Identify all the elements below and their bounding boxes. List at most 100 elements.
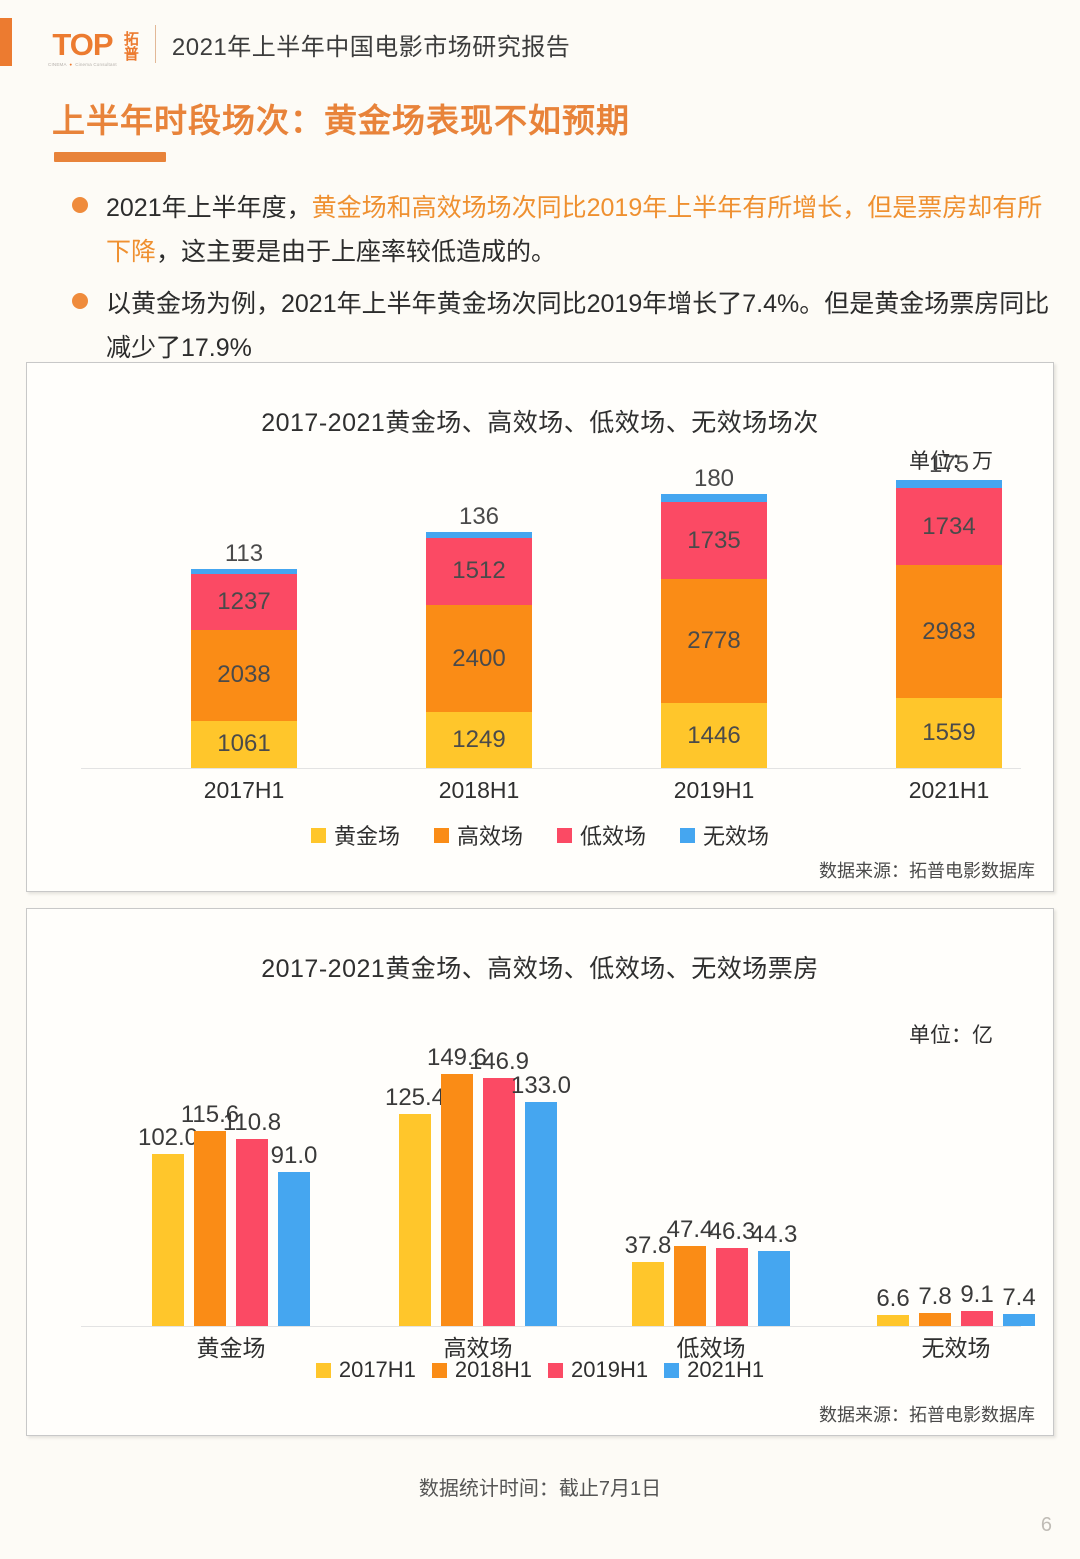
bar-group: 125.4 149.6 146.9 133.0 — [385, 1026, 571, 1326]
page-header: TOP CINEMA ● Cinema Consultant 拓 普 2021年… — [48, 18, 570, 70]
stack-segment: 2400 — [426, 605, 532, 713]
stack-segment-value: 1559 — [922, 719, 976, 747]
bar-group: 37.8 47.4 46.3 44.3 — [625, 1026, 797, 1326]
bullet-item: 以黄金场为例，2021年上半年黄金场次同比2019年增长了7.4%。但是黄金场票… — [72, 282, 1052, 370]
legend-item[interactable]: 高效场 — [433, 819, 523, 851]
legend-item[interactable]: 2017H1 — [315, 1357, 416, 1383]
bar: 125.4 — [385, 1084, 445, 1326]
legend-swatch — [557, 827, 572, 843]
bar: 7.8 — [918, 1283, 952, 1326]
stack-segment: 1446 — [661, 703, 767, 768]
stack-segment-value: 2778 — [687, 627, 741, 655]
stack-segment: 1061 — [191, 720, 297, 768]
logo-wordmark: TOP — [52, 27, 113, 62]
stack-segment-value: 1446 — [687, 721, 741, 749]
bullet-text-part: 以黄金场为例，2021年上半年黄金场次同比2019年增长了7.4%。但是黄金场票… — [106, 290, 1050, 362]
bullet-dot-icon — [72, 197, 88, 213]
legend-item[interactable]: 2021H1 — [664, 1357, 764, 1383]
bullet-item: 2021年上半年度，黄金场和高效场场次同比2019年上半年有所增长，但是票房却有… — [72, 186, 1052, 274]
legend-item[interactable]: 无效场 — [680, 819, 769, 851]
chart1-legend: 黄金场 高效场 低效场 无效场 — [27, 819, 1053, 851]
bar-value-label: 7.4 — [1002, 1283, 1036, 1311]
stack-segment: 136 — [426, 503, 532, 538]
bullet-text-part: 黄金场和高效场场次同比2019年上半年有所增长，但是票房却有所下降 — [106, 194, 1043, 266]
section-heading: 上半年时段场次：黄金场表现不如预期 — [52, 102, 630, 139]
legend-swatch — [680, 827, 696, 843]
legend-item[interactable]: 低效场 — [557, 819, 646, 851]
legend-label: 2021H1 — [687, 1357, 765, 1382]
chart1-x-axis-labels: 2017H1 2018H1 2019H1 2021H1 — [81, 777, 1021, 807]
chart1-source: 数据来源：拓普电影数据库 — [819, 861, 1035, 881]
chart2-unit-label: 单位：亿 — [909, 1024, 993, 1047]
stack-segment-value: 175 — [928, 451, 970, 479]
bar: 9.1 — [960, 1281, 994, 1326]
bar-value-label: 133.0 — [510, 1071, 572, 1099]
bullet-text-part: ，这主要是由于上座率较低造成的。 — [156, 238, 557, 266]
stack-segment-value: 113 — [224, 540, 264, 568]
chart1-plot-area: 1061 2038 1237 113 1249 2400 1512 136 1446 2778 17… — [81, 451, 1021, 769]
logo-tagline: CINEMA ● Cinema Consultant — [48, 62, 117, 67]
bullet-text-part: 2021年上半年度， — [106, 194, 312, 222]
stack-segment-value: 1237 — [217, 588, 271, 616]
footer-note: 数据统计时间：截止7月1日 — [418, 1478, 662, 1500]
x-axis-label: 2018H1 — [438, 777, 520, 803]
bar-value-label: 44.3 — [750, 1221, 798, 1249]
stacked-column: 1061 2038 1237 113 — [191, 540, 297, 768]
bar-value-label: 115.6 — [180, 1100, 240, 1128]
stack-segment: 2038 — [191, 629, 297, 721]
bar-value-label: 47.4 — [666, 1216, 714, 1244]
legend-label: 黄金场 — [333, 824, 400, 849]
legend-label: 2019H1 — [571, 1357, 649, 1382]
bar: 110.8 — [223, 1109, 281, 1326]
chart1-axis-line — [81, 768, 1021, 769]
stack-segment-value: 180 — [693, 464, 735, 492]
stack-segment: 1249 — [426, 712, 532, 768]
logo-tagline-right: Cinema Consultant — [75, 62, 117, 67]
stack-segment: 1559 — [896, 698, 1002, 768]
x-axis-label: 2019H1 — [673, 777, 755, 803]
bar-value-label: 37.8 — [624, 1232, 672, 1260]
bar-value-label: 6.6 — [876, 1284, 910, 1312]
x-axis-label: 高效场 — [443, 1335, 513, 1361]
chart2-title: 2017-2021黄金场、高效场、低效场、无效场票房 — [261, 955, 819, 983]
chart1-title: 2017-2021黄金场、高效场、低效场、无效场场次 — [261, 409, 819, 437]
bullet-text: 以黄金场为例，2021年上半年黄金场次同比2019年增长了7.4%。但是黄金场票… — [106, 282, 1052, 370]
stack-segment: 1734 — [896, 487, 1002, 566]
stack-segment: 2778 — [661, 579, 767, 704]
x-axis-label: 2021H1 — [908, 777, 990, 803]
left-accent-bar — [0, 18, 12, 66]
legend-swatch — [548, 1362, 563, 1378]
bar-value-label: 125.4 — [384, 1084, 446, 1112]
report-title: 2021年上半年中国电影市场研究报告 — [171, 33, 571, 61]
legend-item[interactable]: 黄金场 — [310, 819, 400, 851]
bullet-list: 2021年上半年度，黄金场和高效场场次同比2019年上半年有所增长，但是票房却有… — [72, 186, 1052, 378]
bar-value-label: 46.3 — [708, 1217, 756, 1245]
stack-segment-value: 2038 — [217, 661, 271, 689]
stack-segment-value: 136 — [458, 502, 500, 530]
bar-value-label: 146.9 — [468, 1048, 530, 1076]
stack-segment-value: 2400 — [452, 644, 506, 672]
bar-value-label: 7.8 — [918, 1282, 952, 1310]
bar-value-label: 102.0 — [137, 1123, 199, 1151]
bar-value-label: 9.1 — [960, 1280, 994, 1308]
chart2-source: 数据来源：拓普电影数据库 — [819, 1405, 1035, 1425]
stack-segment-value: 1512 — [452, 557, 506, 585]
bar: 133.0 — [511, 1072, 571, 1326]
bar: 47.4 — [667, 1216, 713, 1326]
bar: 102.0 — [138, 1124, 198, 1326]
stack-segment: 1512 — [426, 537, 532, 606]
stack-segment-value: 1735 — [687, 526, 741, 554]
chart-panel-sessions: 2017-2021黄金场、高效场、低效场、无效场场次 单位：万 1061 2038… — [26, 362, 1054, 892]
stack-segment-value: 2983 — [922, 617, 976, 645]
bullet-text: 2021年上半年度，黄金场和高效场场次同比2019年上半年有所增长，但是票房却有… — [106, 186, 1052, 274]
legend-swatch — [664, 1362, 680, 1378]
legend-item[interactable]: 2018H1 — [431, 1357, 532, 1383]
stacked-column: 1249 2400 1512 136 — [426, 503, 532, 768]
legend-label: 2018H1 — [454, 1357, 532, 1382]
legend-item[interactable]: 2019H1 — [548, 1357, 648, 1383]
logo-mark: TOP CINEMA ● Cinema Consultant — [48, 29, 117, 67]
chart2-plot-area: 102.0 115.6 110.8 91.0 125.4 149.6 146.9 133.0 3… — [81, 1026, 1036, 1327]
legend-label: 低效场 — [580, 824, 647, 849]
stack-segment-value: 1734 — [922, 512, 976, 540]
